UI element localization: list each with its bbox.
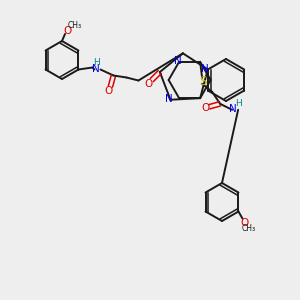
Text: N: N (229, 104, 237, 114)
Text: O: O (64, 26, 72, 36)
Text: N: N (92, 64, 99, 74)
Text: H: H (93, 58, 100, 67)
Text: N: N (174, 56, 182, 66)
Text: O: O (104, 85, 112, 95)
Text: CH₃: CH₃ (242, 224, 256, 233)
Text: O: O (145, 79, 153, 89)
Text: CH₃: CH₃ (68, 20, 82, 29)
Text: S: S (200, 75, 207, 88)
Text: O: O (201, 103, 209, 113)
Text: N: N (165, 94, 172, 104)
Text: N: N (201, 64, 209, 74)
Text: O: O (240, 218, 249, 227)
Text: H: H (235, 99, 242, 108)
